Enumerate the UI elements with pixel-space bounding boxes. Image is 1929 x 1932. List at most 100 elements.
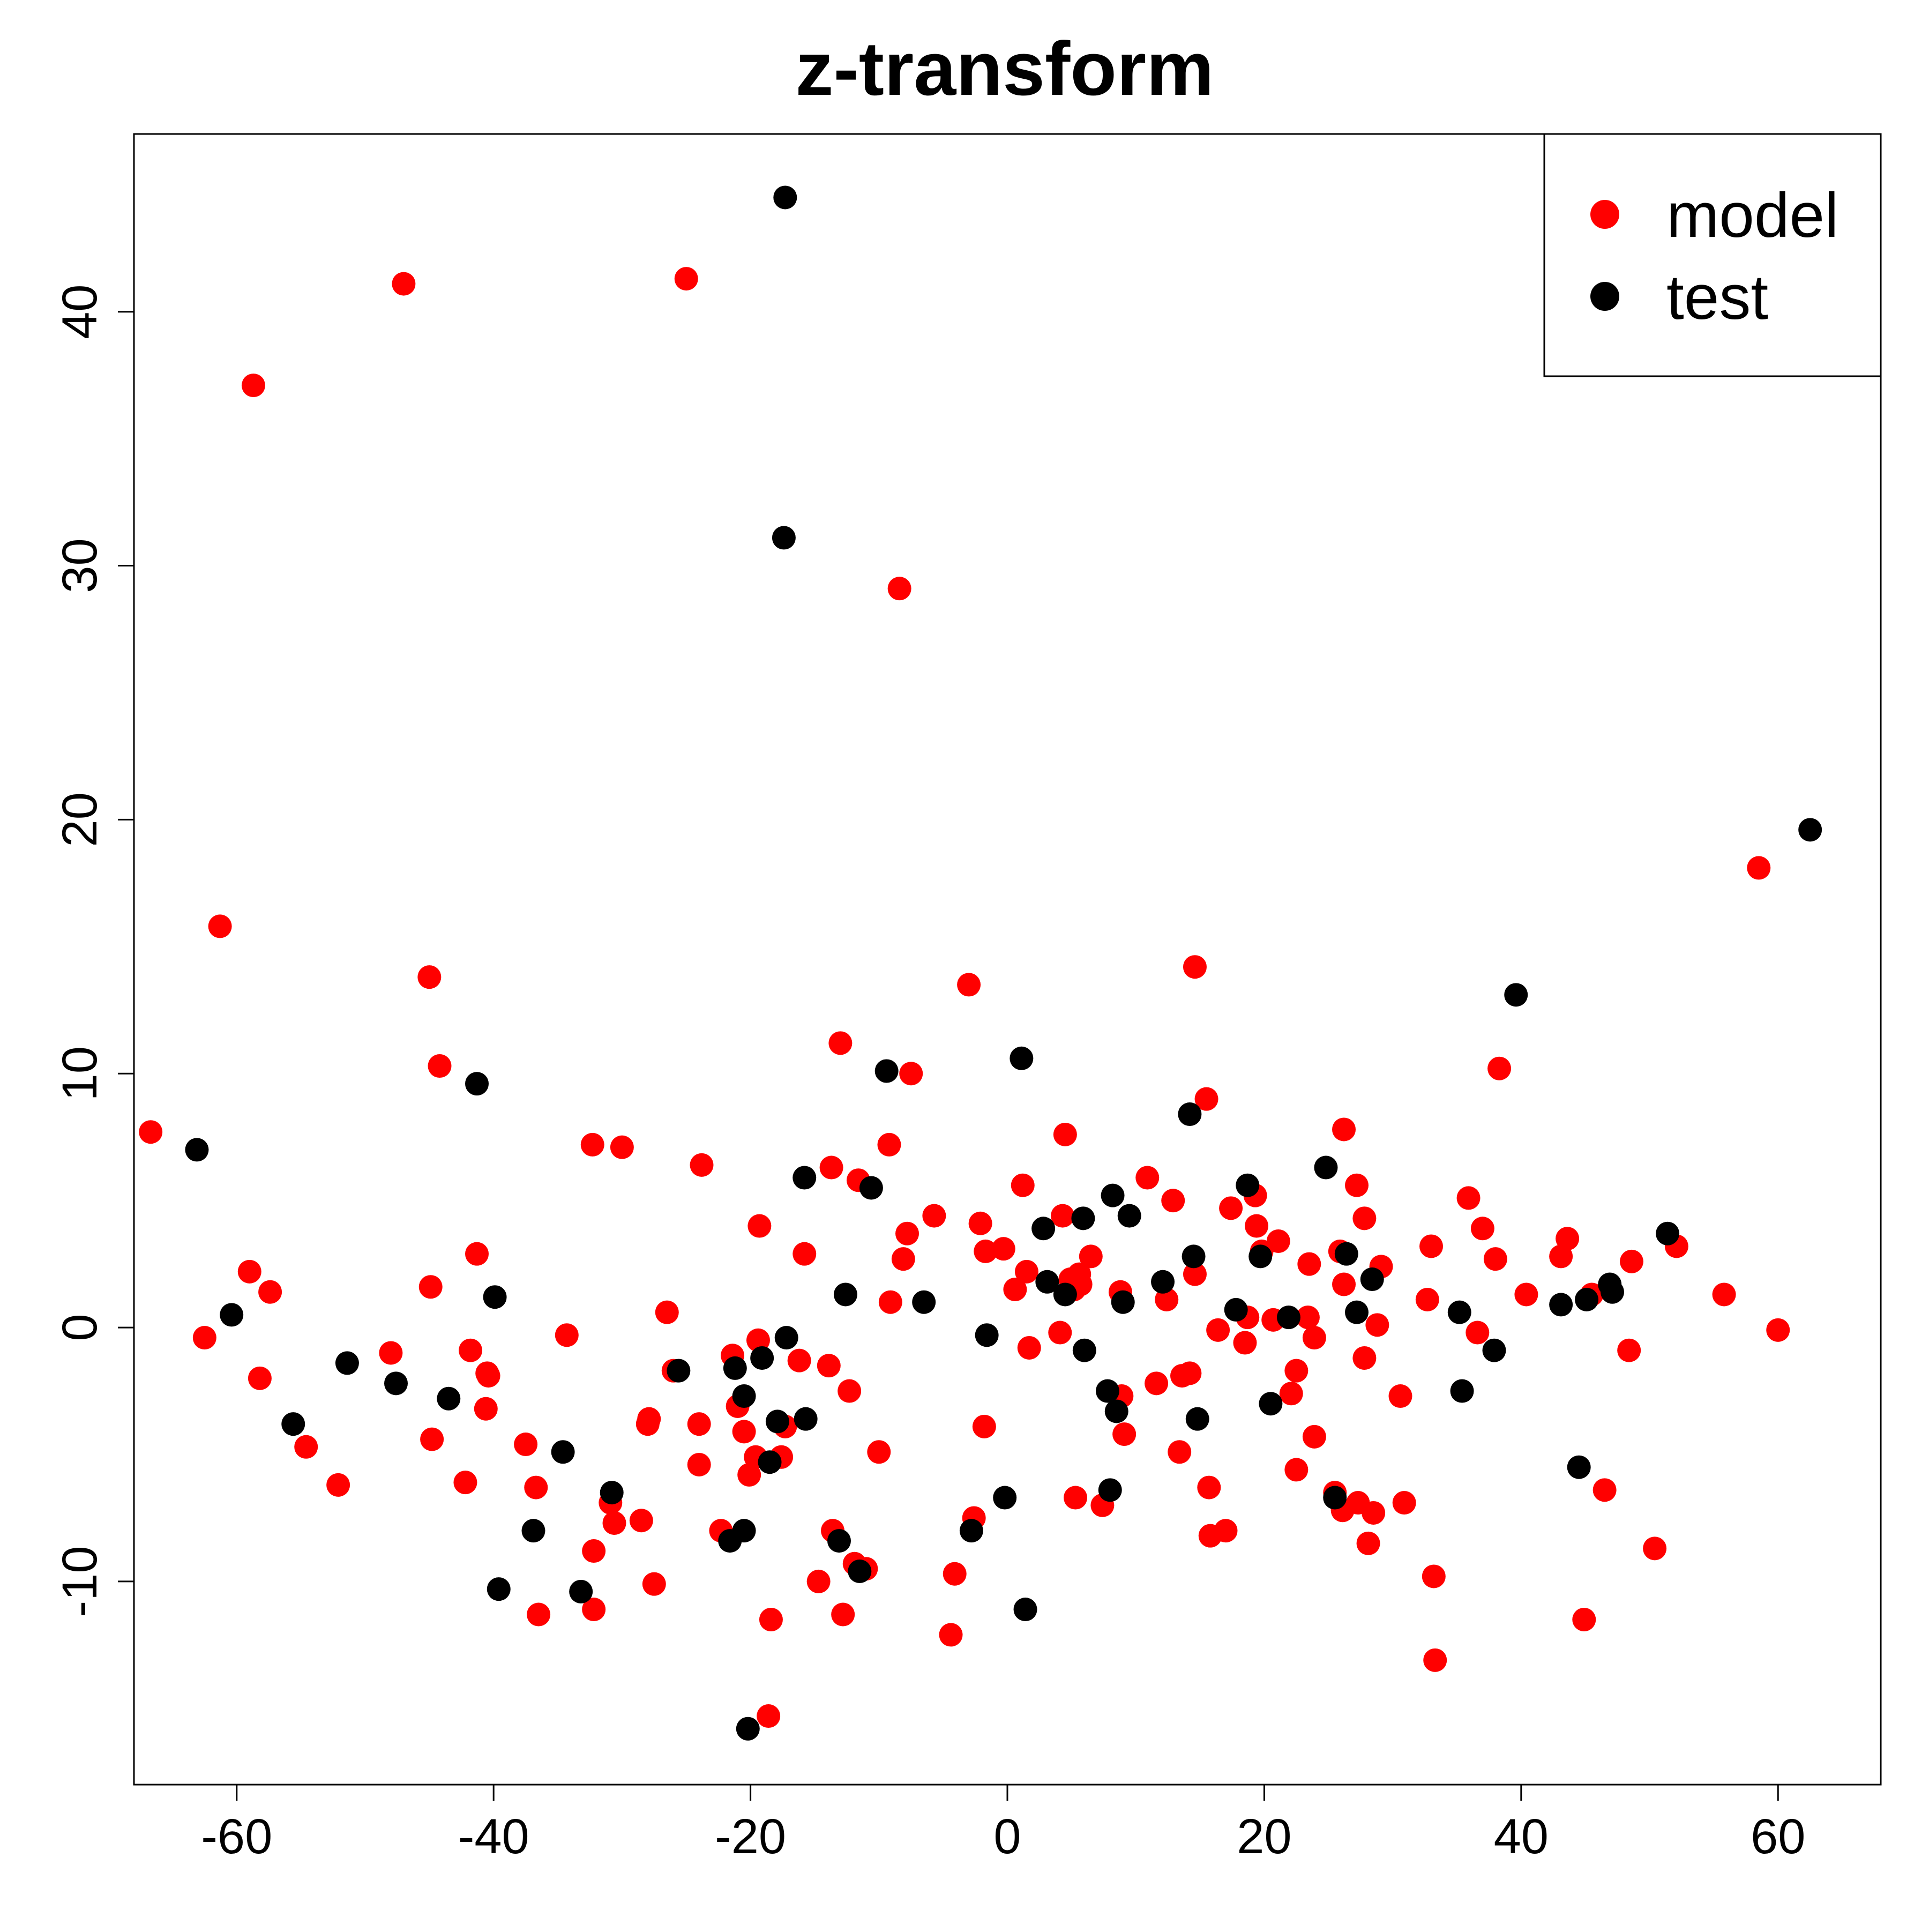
x-tick-label: 0 — [993, 1809, 1021, 1864]
point-test — [794, 1407, 818, 1431]
point-test — [185, 1138, 209, 1162]
point-model — [524, 1475, 548, 1500]
point-model — [1332, 1117, 1356, 1142]
point-model — [819, 1155, 843, 1180]
point-model — [237, 1259, 261, 1284]
point-model — [877, 1132, 901, 1157]
point-model — [1233, 1331, 1257, 1355]
point-test — [1259, 1392, 1283, 1416]
point-test — [774, 1326, 798, 1350]
point-model — [1051, 1204, 1075, 1228]
point-model — [1619, 1249, 1643, 1273]
point-test — [1101, 1183, 1125, 1207]
point-model — [1352, 1346, 1377, 1370]
point-test — [281, 1412, 305, 1436]
point-model — [991, 1237, 1015, 1261]
x-tick-label: 40 — [1494, 1809, 1549, 1864]
point-model — [379, 1341, 403, 1365]
point-model — [887, 577, 911, 601]
point-model — [1487, 1056, 1512, 1080]
point-test — [1601, 1280, 1625, 1304]
point-model — [208, 914, 232, 938]
point-test — [1656, 1221, 1680, 1245]
point-model — [746, 1328, 770, 1352]
legend-box — [1543, 133, 1882, 377]
point-model — [831, 1602, 855, 1627]
point-model — [637, 1407, 661, 1431]
point-model — [787, 1348, 811, 1372]
point-model — [974, 1239, 998, 1263]
point-model — [1592, 1478, 1617, 1502]
point-model — [1214, 1519, 1238, 1543]
y-tick-label: 30 — [53, 538, 107, 593]
point-test — [1236, 1173, 1260, 1197]
point-model — [1422, 1564, 1446, 1588]
point-model — [1747, 856, 1771, 880]
point-model — [417, 965, 442, 989]
y-tick-label: 20 — [53, 792, 107, 847]
point-model — [527, 1602, 551, 1627]
legend: model test — [1543, 133, 1882, 377]
point-test — [483, 1285, 507, 1309]
point-test — [874, 1059, 899, 1083]
point-model — [582, 1539, 606, 1563]
point-model — [1415, 1287, 1439, 1311]
point-model — [610, 1135, 634, 1159]
y-tick-label: 40 — [53, 285, 107, 339]
point-test — [792, 1166, 817, 1190]
point-test — [1182, 1244, 1206, 1269]
point-test — [1053, 1282, 1077, 1307]
point-test — [859, 1176, 883, 1200]
point-model — [792, 1242, 817, 1266]
point-model — [1419, 1234, 1444, 1258]
point-model — [1064, 1486, 1088, 1510]
point-model — [139, 1120, 163, 1144]
point-model — [1183, 955, 1207, 979]
x-tick-label: -20 — [715, 1809, 786, 1864]
point-test — [1575, 1287, 1599, 1311]
point-model — [690, 1153, 714, 1177]
point-test — [600, 1481, 624, 1505]
point-test — [975, 1323, 999, 1347]
point-model — [1017, 1336, 1041, 1360]
point-test — [959, 1519, 983, 1543]
point-model — [1284, 1458, 1309, 1482]
point-model — [922, 1204, 946, 1228]
point-model — [1003, 1278, 1027, 1301]
chart-title: z-transform — [795, 26, 1214, 111]
point-test — [773, 185, 797, 210]
point-model — [474, 1397, 498, 1421]
point-model — [1168, 1440, 1192, 1464]
point-model — [1470, 1217, 1494, 1241]
point-model — [1617, 1338, 1641, 1362]
point-test — [750, 1346, 774, 1370]
point-model — [1219, 1196, 1243, 1220]
point-model — [1194, 1087, 1218, 1111]
point-test — [465, 1072, 489, 1096]
point-model — [459, 1338, 483, 1362]
point-model — [899, 1062, 923, 1086]
point-test — [1314, 1155, 1338, 1180]
point-test — [1224, 1297, 1248, 1322]
point-model — [806, 1569, 831, 1593]
point-test — [1071, 1206, 1095, 1230]
point-test — [1450, 1379, 1474, 1403]
point-model — [1079, 1244, 1103, 1269]
point-test — [1360, 1267, 1384, 1292]
point-model — [1112, 1422, 1137, 1446]
point-model — [957, 973, 981, 997]
point-test — [772, 526, 796, 550]
point-model — [972, 1414, 996, 1438]
point-model — [476, 1364, 500, 1388]
point-model — [1302, 1424, 1326, 1449]
point-test — [732, 1519, 756, 1543]
point-model — [939, 1623, 963, 1647]
x-tick-label: -60 — [201, 1809, 272, 1864]
point-model — [1514, 1282, 1538, 1307]
point-model — [1423, 1648, 1447, 1672]
point-test — [569, 1579, 593, 1603]
point-model — [1345, 1173, 1369, 1197]
point-model — [968, 1211, 992, 1235]
point-test — [848, 1559, 872, 1583]
point-test — [1248, 1244, 1273, 1269]
